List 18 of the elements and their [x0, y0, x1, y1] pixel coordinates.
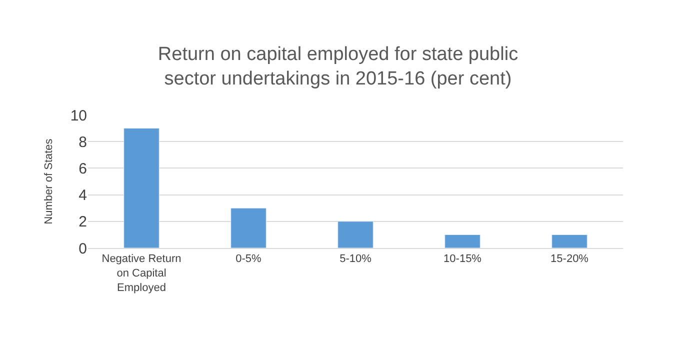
y-tick-label: 8 — [78, 134, 87, 151]
y-tick-label: 0 — [78, 240, 87, 258]
bar — [124, 128, 160, 248]
x-tick-label: Negative Return on Capital Employed — [102, 253, 182, 294]
y-tick-label: 10 — [70, 107, 87, 124]
bar — [552, 234, 588, 248]
bar — [230, 208, 266, 248]
x-tick-label: 10-15% — [444, 253, 482, 266]
bar — [444, 234, 480, 248]
bar — [338, 221, 374, 248]
chart-title: Return on capital employed for state public sector undertakings in 2015-16 (per cent) — [158, 44, 518, 90]
y-axis-title: Number of States — [42, 138, 55, 224]
y-tick-label: 6 — [78, 160, 87, 178]
y-tick-label: 2 — [78, 214, 87, 231]
x-tick-label: 5-10% — [340, 253, 372, 266]
x-tick-label: 0-5% — [236, 253, 262, 266]
y-tick-label: 4 — [78, 187, 87, 204]
x-tick-label: 15-20% — [550, 253, 589, 266]
